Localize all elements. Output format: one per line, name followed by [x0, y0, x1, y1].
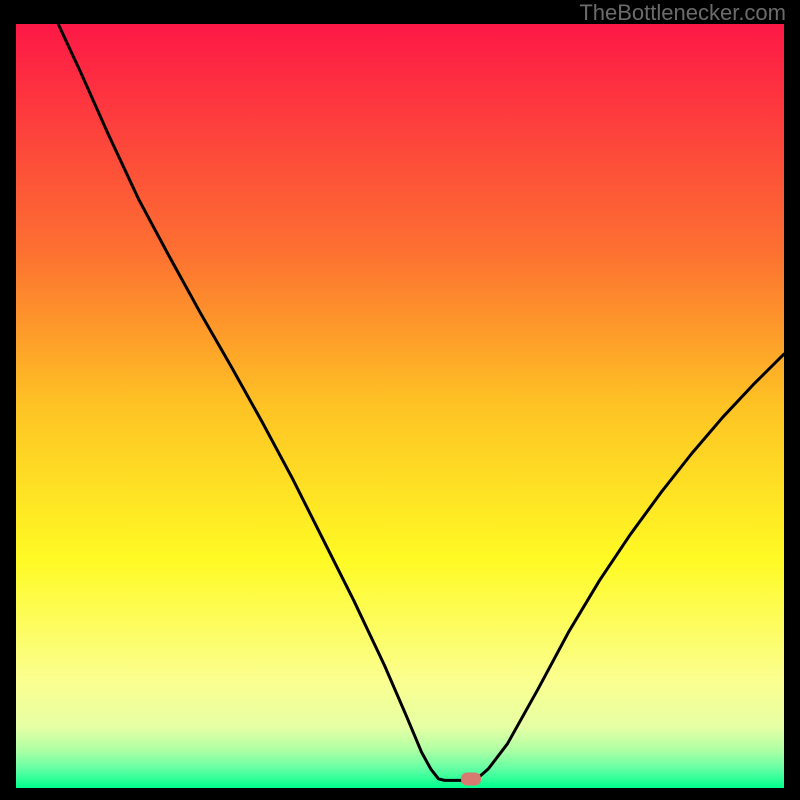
bottleneck-curve [16, 24, 784, 788]
plot-area [16, 24, 784, 788]
watermark-text: TheBottlenecker.com [579, 0, 786, 26]
chart-stage: TheBottlenecker.com [0, 0, 800, 800]
optimal-point-marker [461, 772, 481, 785]
